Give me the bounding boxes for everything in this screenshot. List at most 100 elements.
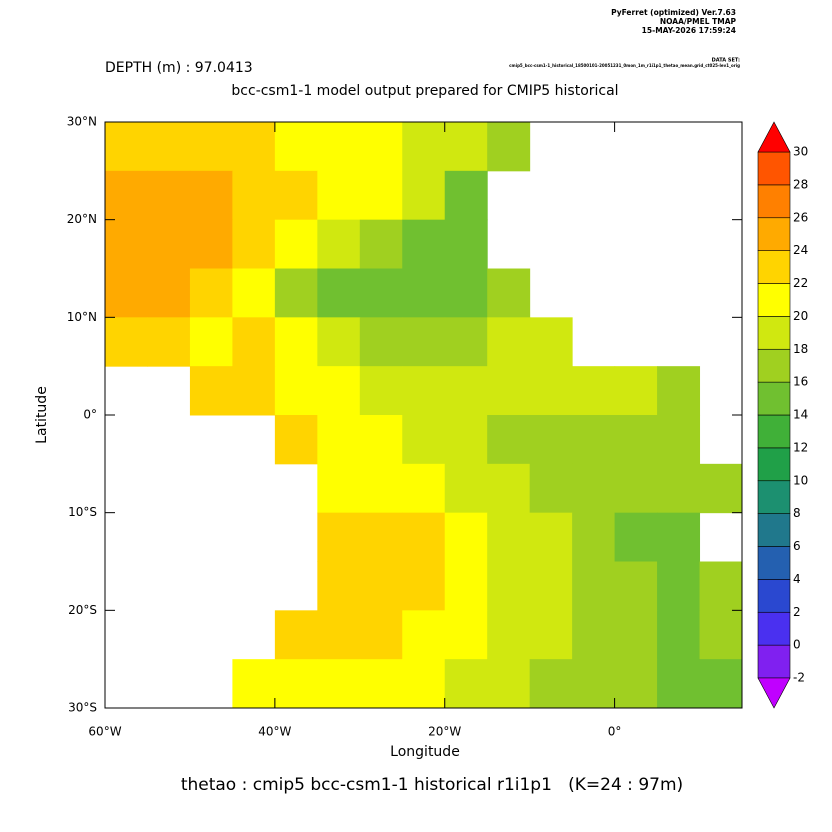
cell — [232, 366, 276, 416]
depth-label: DEPTH (m) : 97.0413 — [105, 60, 253, 76]
cell — [189, 219, 233, 269]
cell — [359, 561, 403, 611]
dataset-label: DATA SET: — [712, 58, 740, 64]
colorbar-under — [757, 677, 791, 709]
colorbar-box — [757, 480, 791, 514]
y-tick-label: 30°N — [67, 115, 97, 129]
cell — [572, 610, 616, 660]
cell — [359, 610, 403, 660]
cell — [657, 512, 701, 562]
cell — [317, 561, 361, 611]
colorbar-box — [757, 513, 791, 547]
cell — [614, 463, 658, 514]
chart-title: bcc-csm1-1 model output prepared for CMI… — [231, 83, 618, 99]
cell — [359, 122, 403, 172]
cell — [657, 463, 701, 514]
cell — [317, 122, 361, 172]
cell — [317, 463, 361, 514]
cell — [189, 122, 233, 172]
colorbar-label: 0 — [793, 638, 801, 652]
cell — [657, 561, 701, 611]
cell — [402, 659, 446, 709]
cell — [444, 219, 488, 269]
cell — [657, 659, 701, 709]
cell — [614, 415, 658, 465]
cell — [487, 512, 531, 562]
cell — [529, 512, 573, 562]
cell — [402, 219, 446, 269]
y-axis-label: Latitude — [34, 386, 50, 444]
cell — [274, 268, 318, 318]
cell — [487, 268, 531, 318]
cell — [444, 317, 488, 367]
colorbar-box — [757, 579, 791, 613]
cell — [529, 317, 573, 367]
cell — [359, 463, 403, 514]
cell — [444, 122, 488, 172]
cell — [529, 463, 573, 514]
cell — [529, 366, 573, 416]
colorbar-box — [757, 447, 791, 482]
cell — [317, 610, 361, 660]
cell — [614, 512, 658, 562]
cell — [189, 317, 233, 367]
cell — [189, 366, 233, 416]
x-tick-label: 20°W — [428, 725, 461, 739]
cell — [359, 415, 403, 465]
y-tick-label: 20°S — [68, 603, 97, 617]
cell — [402, 512, 446, 562]
cell — [402, 610, 446, 660]
cell — [359, 170, 403, 221]
cell — [147, 170, 191, 221]
cell — [444, 415, 488, 465]
header-line: PyFerret (optimized) Ver.7.63 — [611, 8, 736, 17]
cell — [402, 170, 446, 221]
cell — [105, 219, 148, 269]
cell — [572, 366, 616, 416]
cell — [232, 122, 276, 172]
x-tick-label: 60°W — [88, 725, 121, 739]
cell — [317, 659, 361, 709]
y-tick-label: 10°S — [68, 505, 97, 519]
cell — [402, 561, 446, 611]
colorbar-box — [757, 546, 791, 580]
colorbar-box — [757, 316, 791, 350]
cell — [402, 268, 446, 318]
cell — [105, 170, 148, 221]
cell — [487, 366, 531, 416]
colorbar-box — [757, 644, 791, 679]
colorbar-box — [757, 348, 791, 383]
cell — [529, 610, 573, 660]
colorbar-box — [757, 283, 791, 317]
colorbar-label: 28 — [793, 177, 808, 191]
cell — [657, 610, 701, 660]
cell — [657, 415, 701, 465]
cell — [402, 463, 446, 514]
cell — [487, 610, 531, 660]
cell — [487, 317, 531, 367]
cell — [232, 659, 276, 709]
cell — [699, 561, 743, 611]
cell — [105, 268, 148, 318]
cell — [699, 659, 743, 709]
y-tick-label: 30°S — [68, 701, 97, 715]
colorbar-label: 22 — [793, 276, 808, 290]
colorbar-box — [757, 611, 791, 646]
cell — [444, 366, 488, 416]
cell — [699, 610, 743, 660]
cell — [572, 512, 616, 562]
colorbar-label: 30 — [793, 145, 808, 159]
y-tick-label: 10°N — [67, 310, 97, 324]
cell — [274, 317, 318, 367]
cell — [614, 659, 658, 709]
colorbar-label: 26 — [793, 210, 808, 224]
cell — [487, 659, 531, 709]
cell — [147, 268, 191, 318]
cell — [359, 366, 403, 416]
colorbar-box — [757, 414, 791, 449]
cell — [274, 659, 318, 709]
colorbar-box — [757, 184, 791, 219]
cell — [657, 366, 701, 416]
cell — [274, 170, 318, 221]
